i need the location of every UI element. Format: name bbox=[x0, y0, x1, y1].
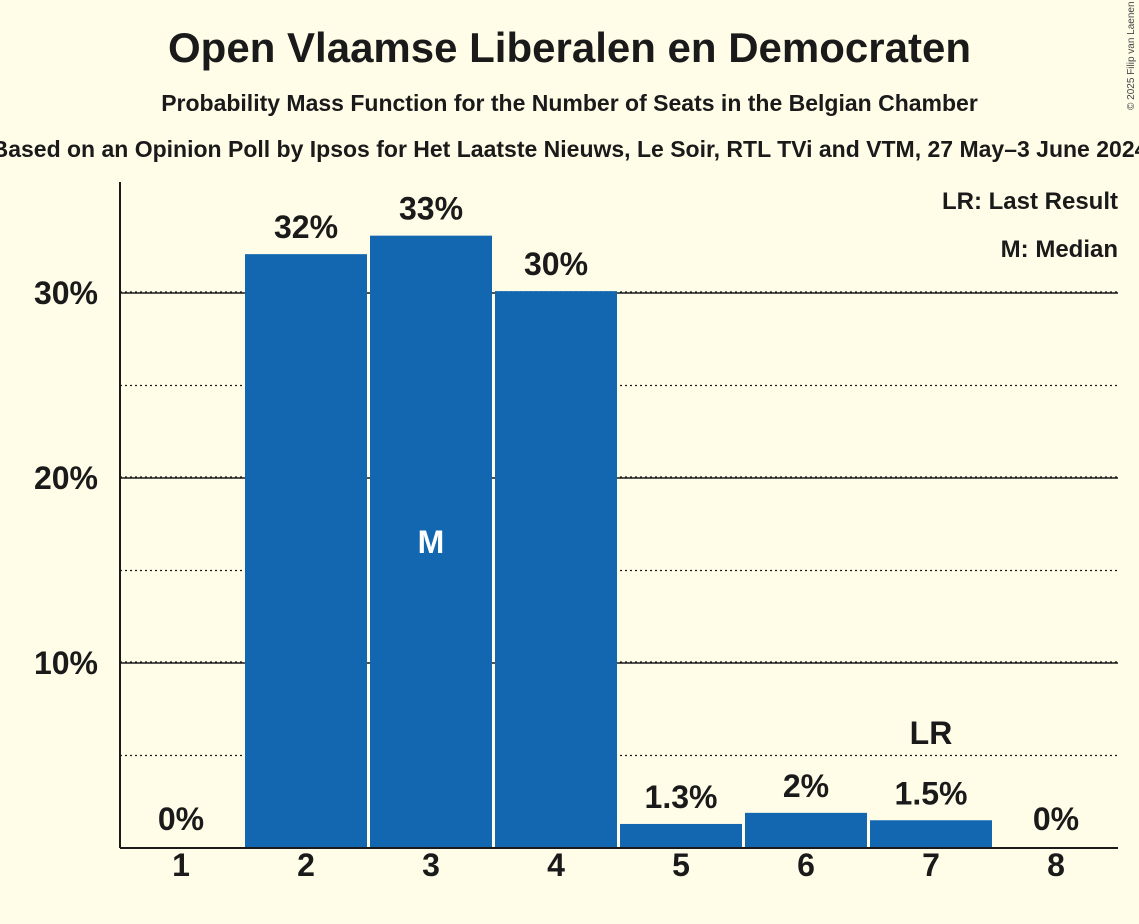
chart-title: Open Vlaamse Liberalen en Democraten bbox=[168, 24, 971, 71]
labels: 10% 20% 30% 0% 1 32% 2 33% 3 M 30% 4 1.3% 5 2% 6 1.5% 7 LR… bbox=[34, 191, 1079, 883]
chart-source-line: Based on an Opinion Poll by Ipsos for He… bbox=[0, 136, 1139, 162]
x-tick-label: 5 bbox=[672, 847, 690, 883]
bar bbox=[620, 823, 742, 848]
bar bbox=[745, 812, 867, 848]
x-tick-label: 2 bbox=[297, 847, 315, 883]
x-tick-label: 3 bbox=[422, 847, 440, 883]
bars bbox=[245, 235, 992, 848]
y-tick-label: 30% bbox=[34, 275, 98, 311]
legend-entry: M: Median bbox=[1001, 236, 1118, 263]
bar bbox=[495, 291, 617, 848]
median-marker: M bbox=[418, 524, 445, 560]
x-tick-label: 1 bbox=[172, 847, 190, 883]
x-tick-label: 8 bbox=[1047, 847, 1065, 883]
x-tick-label: 6 bbox=[797, 847, 815, 883]
axes bbox=[119, 182, 1118, 849]
y-tick-label: 20% bbox=[34, 460, 98, 496]
chart-subtitle: Probability Mass Function for the Number… bbox=[161, 90, 978, 116]
bar-value-label: 0% bbox=[158, 801, 204, 837]
bar-value-label: 32% bbox=[274, 209, 338, 245]
bar bbox=[245, 254, 367, 848]
x-tick-label: 4 bbox=[547, 847, 565, 883]
legend-entry: LR: Last Result bbox=[942, 188, 1118, 215]
bar bbox=[370, 235, 492, 848]
last-result-marker: LR bbox=[910, 715, 953, 751]
y-tick-label: 10% bbox=[34, 645, 98, 681]
bar-value-label: 33% bbox=[399, 191, 463, 227]
bar-value-label: 2% bbox=[783, 768, 829, 804]
bar-value-label: 1.3% bbox=[645, 779, 718, 815]
bar-value-label: 30% bbox=[524, 246, 588, 282]
bar-value-label: 0% bbox=[1033, 801, 1079, 837]
bar-value-label: 1.5% bbox=[895, 775, 968, 811]
bar bbox=[870, 820, 992, 848]
x-tick-label: 7 bbox=[922, 847, 940, 883]
legend: LR: Last Result M: Median bbox=[942, 188, 1118, 263]
